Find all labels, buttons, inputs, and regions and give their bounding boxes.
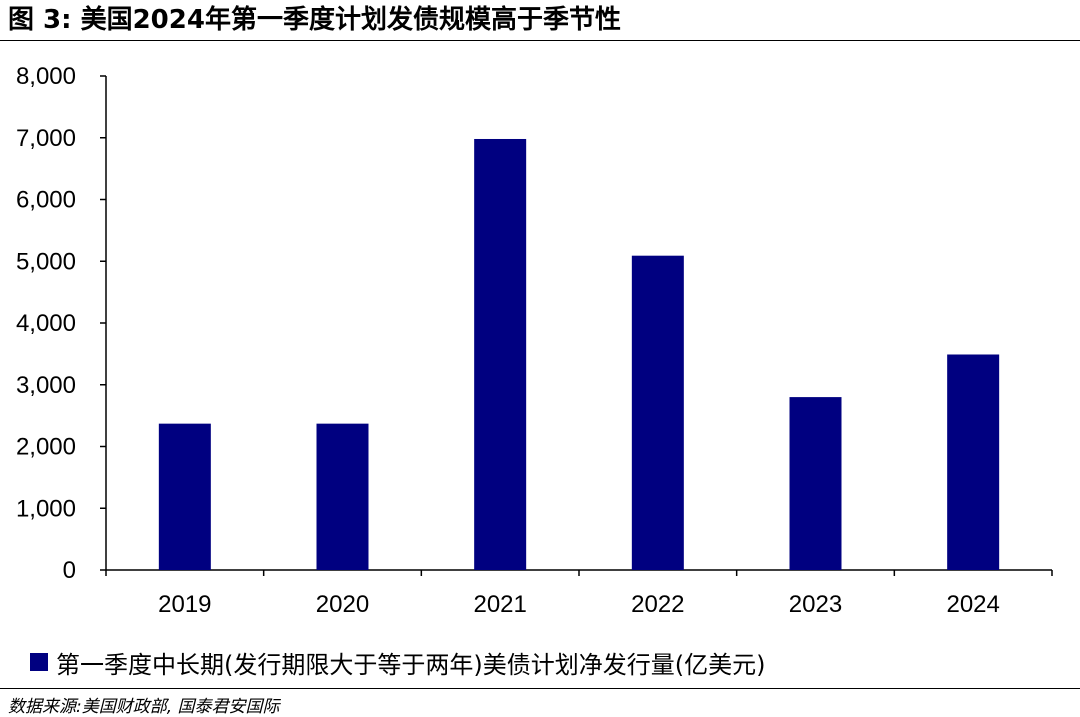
legend-swatch [30,653,48,671]
y-tick-label: 0 [63,557,76,584]
bar-2022 [631,255,684,570]
y-tick-label: 2,000 [16,434,76,461]
bar-2019 [158,423,211,570]
y-tick-label: 5,000 [16,248,76,275]
title-divider [0,40,1080,41]
bar-chart: 0 1,000 2,000 3,000 4,000 5,000 6,000 7,000 8,00… [16,63,1053,618]
x-tick-label: 2021 [473,591,526,618]
bar-2024 [947,354,1000,570]
x-tick-label: 2023 [789,591,842,618]
x-tick-label: 2020 [316,591,369,618]
x-tick-label: 2024 [946,591,999,618]
bar-2021 [474,138,527,571]
figure-title: 图 3: 美国2024年第一季度计划发债规模高于季节性 [8,5,621,35]
y-axis: 0 1,000 2,000 3,000 4,000 5,000 6,000 7,000 8,00… [16,63,107,584]
x-tick-label: 2022 [631,591,684,618]
legend: 第一季度中长期(发行期限大于等于两年)美债计划净发行量(亿美元) [30,645,765,679]
source-divider [0,688,1080,689]
y-tick-label: 6,000 [16,187,76,214]
y-tick-label: 7,000 [16,125,76,152]
y-tick-label: 1,000 [16,495,76,522]
y-tick-label: 4,000 [16,310,76,337]
source-note: 数据来源:美国财政部, 国泰君安国际 [8,697,280,717]
x-axis: 2019 2020 2021 2022 2023 2024 [105,569,1053,618]
bar-2020 [316,423,369,570]
bar-2023 [789,397,842,570]
x-tick-label: 2019 [158,591,211,618]
y-tick-label: 8,000 [16,63,76,90]
legend-label: 第一季度中长期(发行期限大于等于两年)美债计划净发行量(亿美元) [56,650,766,679]
bars [158,138,1000,571]
y-tick-label: 3,000 [16,372,76,399]
